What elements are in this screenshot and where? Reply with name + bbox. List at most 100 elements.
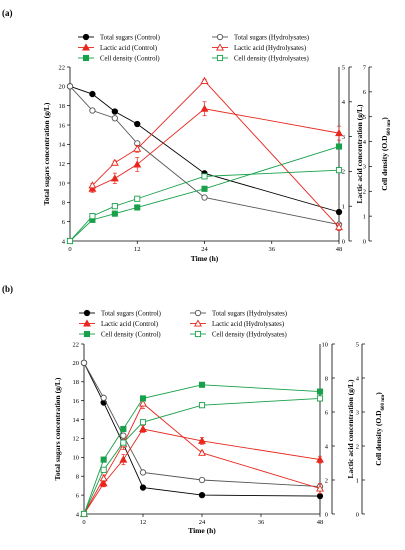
series-line [69,86,340,226]
data-point [335,222,343,231]
legend-label: Cell density (Control) [100,55,160,62]
y-left-tick-label: 4 [76,511,80,518]
y-right-axis-title: Cell density (O.D600 nm) [380,117,392,191]
y-right-tick-label: 0 [363,238,366,245]
x-tick-label: 48 [317,519,324,526]
data-point [100,466,107,473]
y-mid-tick-label: 6 [325,409,329,416]
y-mid-tick-label: 2 [325,477,328,484]
data-point [200,76,209,84]
legend-marker [216,54,224,62]
legend-label: Lactic acid (Hydrolysates) [234,45,306,52]
y-left-tick-label: 14 [59,142,66,149]
data-point [120,432,127,439]
legend-label: Total sugars (Control) [101,310,161,317]
legend-marker [83,309,91,317]
data-point [110,174,119,182]
data-point [134,204,141,211]
data-point [80,359,88,367]
x-tick-label: 12 [140,519,147,526]
chart-panel-b: (b)0 12 24 36 484681012141618202202468100123… [2,284,386,535]
panel-label: (a) [2,8,13,18]
data-point [133,144,142,152]
y-left-tick-label: 8 [76,474,79,481]
y-left-tick-label: 6 [62,219,66,226]
data-point [139,469,147,476]
legend-marker [194,330,202,338]
x-tick-label: 48 [336,246,343,253]
y-left-tick-label: 18 [59,103,66,110]
y-left-tick-label: 14 [73,417,80,424]
y-left-tick-label: 22 [59,64,66,71]
legend-marker [82,54,90,62]
series-line [69,169,340,242]
y-right-tick-label: 5 [363,114,366,121]
data-point [111,203,118,210]
legend-marker [216,43,224,51]
y-mid-tick-label: 3 [342,134,345,141]
y-right-axis-title-close: ) [374,392,383,395]
data-point [120,425,127,433]
y-mid-tick-label: 8 [325,375,328,382]
data-point [198,436,206,444]
y-mid-tick-label: 5 [342,64,345,71]
y-mid-axis-title: Lactic acid concentration (g/L) [346,379,355,478]
y-right-axis-title: Cell density (O.D600 nm) [374,392,386,466]
data-point [111,210,118,217]
y-right-tick-label: 5 [356,341,359,348]
data-point [100,394,107,401]
data-point [139,399,147,407]
data-point [316,395,324,402]
y-right-tick-label: 0 [356,511,359,518]
y-mid-tick-label: 4 [342,99,346,106]
data-point [100,456,107,463]
series-line [83,428,321,515]
legend-marker [83,330,91,338]
x-tick-label: 24 [201,246,208,253]
data-point [88,181,97,189]
legend-label: Cell density (Hydrolysates) [212,331,287,338]
y-right-axis-title-subscript: 600 nm [387,119,392,136]
panel-label: (b) [2,284,13,294]
y-left-tick-label: 6 [76,492,80,499]
data-point [316,388,324,395]
y-right-tick-label: 7 [363,64,367,71]
y-left-tick-label: 12 [73,436,80,443]
x-tick-label: 0 [82,519,85,526]
series-line [92,80,340,228]
legend-label: Lactic acid (Control) [100,45,157,52]
x-tick-label: 24 [199,519,206,526]
y-left-tick-label: 16 [73,398,80,405]
data-point [198,476,206,484]
y-mid-tick-label: 10 [322,341,329,348]
data-point [88,184,97,192]
y-left-axis-title: Total sugars concentration (g/L) [53,377,62,480]
legend-marker [194,319,202,327]
legend-label: Lactic acid (Hydrolysates) [212,321,284,328]
legend-marker [216,33,224,41]
y-left-tick-label: 8 [62,200,65,207]
y-mid-tick-label: 1 [342,204,345,211]
y-left-tick-label: 20 [59,84,66,91]
y-right-axis-title-close: ) [380,117,389,120]
series-line [69,85,340,213]
y-right-tick-label: 2 [356,443,359,450]
x-tick-label: 0 [68,246,71,253]
legend-marker [82,43,90,51]
y-mid-axis-title: Lactic acid concentration (g/L) [355,104,364,203]
data-point [139,424,147,433]
legend-label: Cell density (Control) [101,331,161,338]
x-tick-label: 36 [258,519,265,526]
data-point [89,107,96,114]
data-point [89,213,96,220]
data-point [335,143,343,150]
y-right-tick-label: 3 [363,164,366,171]
data-point [133,160,142,168]
y-mid-tick-label: 4 [325,443,329,450]
y-left-axis-title: Total sugars concentration (g/L) [42,102,51,205]
data-point [335,208,343,216]
x-axis-title: Time (h) [191,254,219,263]
data-point [99,474,108,482]
legend-marker [83,319,91,327]
y-right-axis-title-subscript: 600 nm [381,394,386,411]
